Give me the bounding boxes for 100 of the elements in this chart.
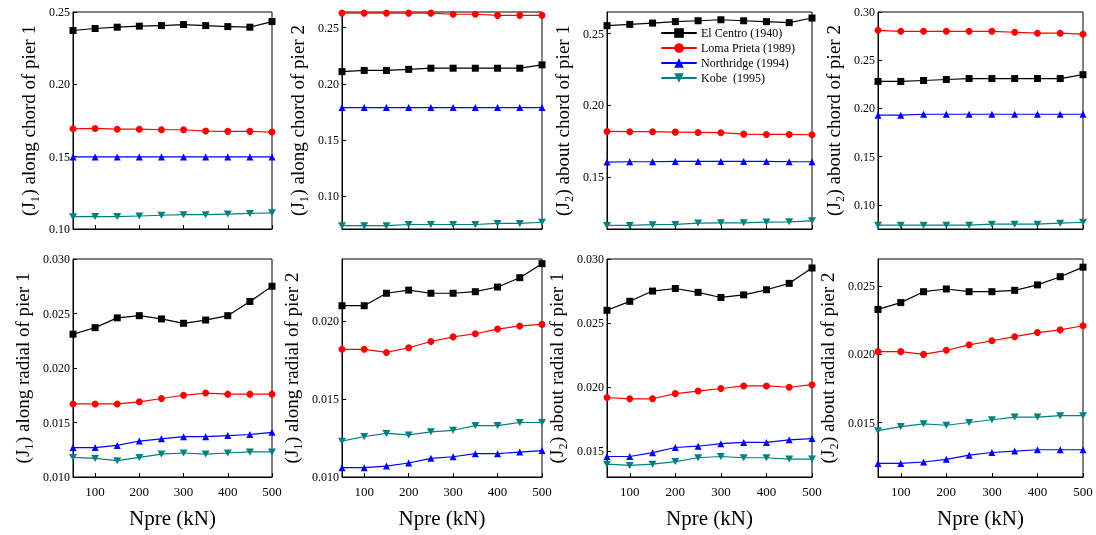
x-tick-label: 200 [398,484,419,499]
y-tick-label: 0.020 [577,380,604,395]
point [920,458,928,466]
point [338,104,346,112]
point [740,291,748,299]
y-tick-label: 0.20 [854,101,875,116]
point [113,457,122,465]
point [1056,110,1064,118]
y-tick-label: 0.020 [43,361,70,375]
point [808,264,816,272]
point [1033,29,1041,37]
point [1011,447,1019,455]
point [382,104,390,112]
point [69,125,77,133]
point [874,348,882,356]
point [1079,71,1087,79]
point [897,77,905,85]
point [449,221,458,228]
point [1011,286,1019,294]
point [626,128,634,136]
point [1033,110,1041,118]
y-tick-label: 0.010 [312,470,339,484]
point [740,157,748,165]
point [471,288,479,296]
point [625,221,634,229]
point [603,394,611,401]
point [874,305,882,313]
point [1033,220,1042,228]
point [942,421,951,429]
point [740,17,748,25]
point [338,222,346,230]
point [494,64,502,72]
point [1011,28,1019,36]
point [739,454,748,462]
point [603,306,611,314]
point [268,448,276,456]
y-axis-title: (J₂) about chord of pier 1 [552,25,575,216]
point [405,104,413,112]
x-tick-label: 200 [665,484,686,499]
point [91,213,100,221]
point [717,129,725,137]
point [538,419,546,426]
x-tick-label: 500 [1073,484,1093,499]
point [874,77,882,85]
point [224,127,232,135]
point [516,64,524,72]
point [1056,29,1064,37]
point [202,127,210,135]
point [360,66,368,74]
point [516,448,524,456]
point [246,430,254,438]
y-tick-label: 0.10 [854,197,875,212]
point [874,111,882,119]
point [965,419,974,426]
point [1079,263,1087,271]
y-tick-label: 0.25 [854,53,875,68]
point [897,27,905,35]
point [360,433,369,441]
point [942,27,950,35]
y-tick-label: 0.25 [318,20,339,35]
point [785,19,793,27]
point [201,211,210,219]
point [897,111,905,119]
point [808,14,816,22]
point [1079,218,1087,226]
point [449,453,457,461]
point [740,438,748,446]
point [113,125,121,133]
point [471,104,479,112]
point [626,452,634,460]
point [1079,446,1087,454]
point [180,319,188,327]
point [603,452,611,460]
point [626,395,634,403]
x-tick-label: 400 [487,484,508,499]
point [157,395,165,403]
point [762,382,770,390]
point [157,22,165,30]
point [113,213,122,221]
point [427,64,435,72]
point [382,66,390,74]
point [785,279,793,287]
point [360,222,369,230]
point [449,426,458,434]
point [427,338,435,346]
x-tick-label: 500 [262,484,282,499]
point [649,395,657,403]
x-tick-label: 300 [982,484,1002,499]
point [515,419,524,426]
point [245,448,254,456]
point [920,350,928,358]
y-tick-label: 0.20 [583,98,604,113]
y-axis-title: (J₁) along chord of pier 2 [287,25,310,216]
point [494,325,502,333]
point [538,260,546,268]
x-tick-label: 100 [891,484,911,499]
point [694,288,702,296]
point [626,20,634,28]
point [382,9,390,17]
point [987,416,996,424]
